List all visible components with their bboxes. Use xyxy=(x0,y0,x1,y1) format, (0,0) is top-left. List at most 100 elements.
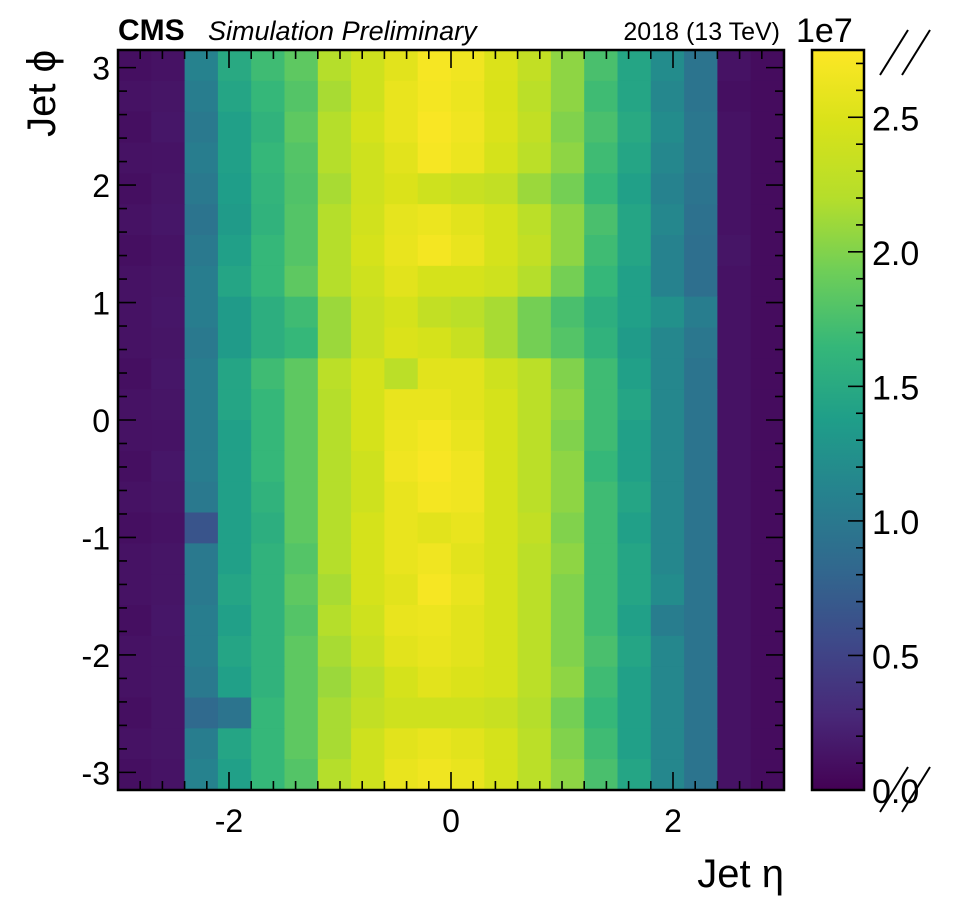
heatmap-cell xyxy=(517,296,552,329)
heatmap-cell xyxy=(717,697,752,729)
heatmap-cell xyxy=(284,80,319,113)
heatmap-cell xyxy=(617,50,652,82)
experiment-label: CMS xyxy=(118,14,185,47)
heatmap-cell xyxy=(750,420,785,452)
status-label: Simulation Preliminary xyxy=(208,16,478,46)
heatmap-cell xyxy=(251,50,286,82)
heatmap-cell xyxy=(251,697,286,729)
heatmap-cell xyxy=(650,450,685,483)
heatmap-cell xyxy=(717,574,752,606)
heatmap-cell xyxy=(617,173,652,205)
heatmap-cell xyxy=(750,728,785,760)
heatmap-cell xyxy=(517,543,552,575)
axis-break-mark-bottom xyxy=(879,766,931,813)
heatmap-cell xyxy=(184,173,219,205)
heatmap-cell xyxy=(251,296,286,329)
heatmap-cell xyxy=(584,296,619,329)
heatmap-cell xyxy=(484,142,519,174)
heatmap-cell xyxy=(517,635,552,668)
heatmap-cell xyxy=(584,512,619,544)
heatmap-cell xyxy=(118,235,152,267)
heatmap-cell xyxy=(484,235,519,267)
heatmap-cell xyxy=(717,420,752,452)
heatmap-cell xyxy=(750,142,785,174)
heatmap-cell xyxy=(251,574,286,606)
heatmap-cell xyxy=(118,389,152,421)
heatmap-cell xyxy=(351,265,385,298)
heatmap-cell xyxy=(417,80,452,113)
heatmap-cell xyxy=(284,697,319,729)
heatmap-cell xyxy=(184,481,219,514)
heatmap-cell xyxy=(351,80,385,113)
heatmap-cell xyxy=(284,327,319,359)
heatmap-cell xyxy=(484,173,519,205)
heatmap-cell xyxy=(317,543,352,575)
heatmap-cell xyxy=(717,635,752,668)
heatmap-cell xyxy=(317,420,352,452)
heatmap-cell xyxy=(484,635,519,668)
heatmap-cell xyxy=(384,759,419,791)
heatmap-cell xyxy=(317,265,352,298)
heatmap-cell xyxy=(417,543,452,575)
heatmap-cell xyxy=(451,173,485,205)
heatmap-cell xyxy=(550,327,585,359)
heatmap-cell xyxy=(584,142,619,174)
heatmap-cell xyxy=(617,265,652,298)
heatmap-cell xyxy=(417,697,452,729)
heatmap-cell xyxy=(650,204,685,236)
heatmap-cell xyxy=(317,80,352,113)
x-axis: -2 0 2 xyxy=(117,50,785,839)
heatmap-cell xyxy=(717,450,752,483)
heatmap-cell xyxy=(617,111,652,144)
heatmap-cell xyxy=(684,296,718,329)
heatmap-cell xyxy=(118,543,152,575)
heatmap-cell xyxy=(184,605,219,637)
heatmap-cell xyxy=(584,327,619,359)
heatmap-cell xyxy=(151,50,186,82)
heatmap-cell xyxy=(750,204,785,236)
heatmap-cell xyxy=(217,204,252,236)
heatmap-cell xyxy=(217,759,252,791)
heatmap-cell xyxy=(484,327,519,359)
heatmap-cell xyxy=(750,635,785,668)
heatmap-cell xyxy=(550,543,585,575)
heatmap-cell xyxy=(351,666,385,699)
y-axis: 3 2 1 0 -1 -2 -3 xyxy=(82,51,784,791)
heatmap-cell xyxy=(384,173,419,205)
heatmap-cell xyxy=(584,235,619,267)
heatmap-cell xyxy=(517,265,552,298)
heatmap-cell xyxy=(151,235,186,267)
heatmap-cell xyxy=(351,204,385,236)
heatmap-cell xyxy=(118,296,152,329)
heatmap-cell xyxy=(284,204,319,236)
heatmap-cell xyxy=(384,111,419,144)
heatmap-cell xyxy=(284,296,319,329)
heatmap-cell xyxy=(284,543,319,575)
heatmap-cell xyxy=(451,666,485,699)
heatmap-cell xyxy=(717,296,752,329)
heatmap-cell xyxy=(284,235,319,267)
heatmap-cell xyxy=(550,111,585,144)
heatmap-cell xyxy=(584,111,619,144)
heatmap-cell xyxy=(251,204,286,236)
heatmap-cell xyxy=(650,420,685,452)
heatmap-cell xyxy=(517,235,552,267)
heatmap-cell xyxy=(717,605,752,637)
heatmap-cell xyxy=(451,512,485,544)
heatmap-cell xyxy=(517,512,552,544)
heatmap-cell xyxy=(151,204,186,236)
heatmap-cell xyxy=(118,173,152,205)
heatmap-cell xyxy=(684,265,718,298)
heatmap-cell xyxy=(451,697,485,729)
heatmap-cell xyxy=(417,327,452,359)
heatmap-cell xyxy=(650,235,685,267)
heatmap-cell xyxy=(151,142,186,174)
heatmap-cell xyxy=(217,512,252,544)
heatmap-cell xyxy=(750,265,785,298)
heatmap-cell xyxy=(484,759,519,791)
heatmap-cell xyxy=(151,697,186,729)
heatmap-cell xyxy=(717,204,752,236)
heatmap-cell xyxy=(417,666,452,699)
heatmap-cell xyxy=(550,235,585,267)
heatmap-cell xyxy=(351,512,385,544)
